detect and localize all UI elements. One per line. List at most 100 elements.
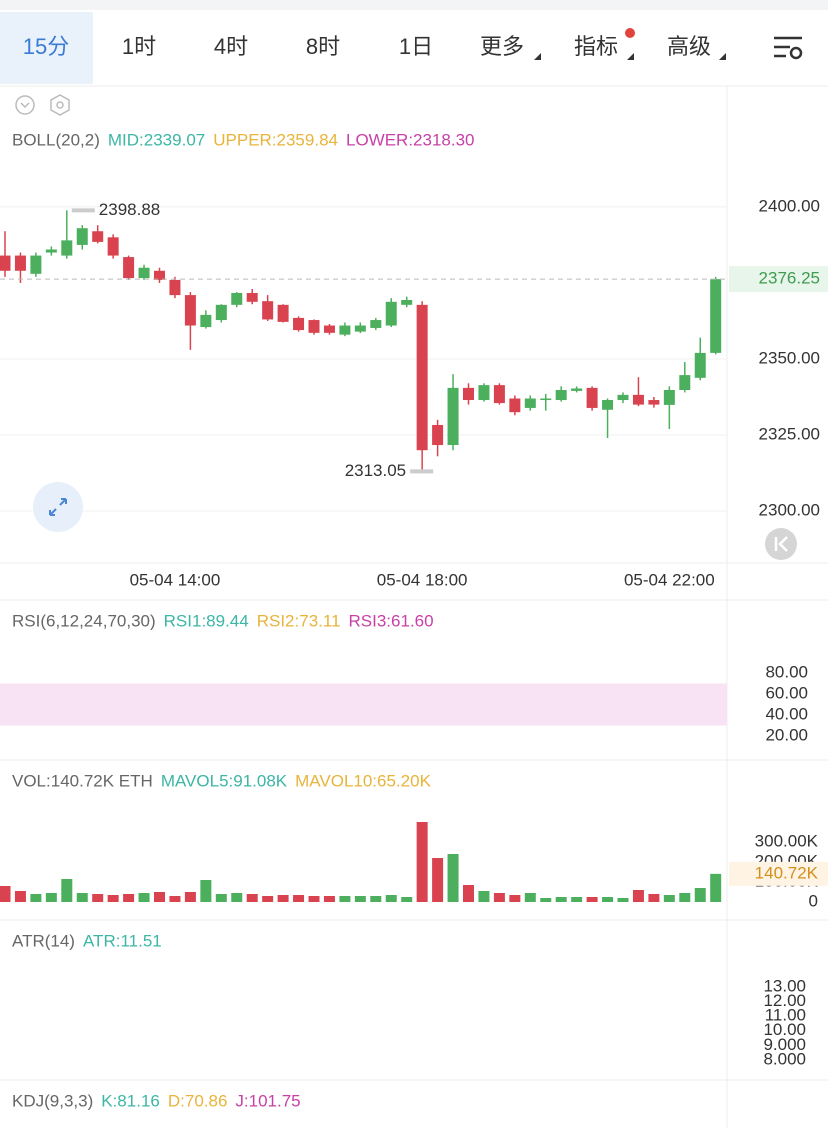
volume-bar (416, 822, 428, 902)
candle-body (663, 389, 675, 405)
volume-bar (76, 893, 88, 902)
tab[interactable]: 更多 (480, 34, 524, 59)
volume-bar (385, 895, 397, 902)
settings-hex-icon[interactable] (50, 94, 70, 116)
legend-entry: D:70.86 (168, 1091, 228, 1110)
volume-bar (679, 893, 691, 902)
high-label: 2398.88 (99, 200, 160, 219)
volume-bar (308, 896, 320, 902)
status-strip (0, 0, 828, 10)
dropdown-caret (719, 53, 726, 60)
legend-entry: J:101.75 (235, 1091, 300, 1110)
back-arrow (774, 536, 788, 552)
volume-bar (14, 891, 26, 902)
expand-button[interactable] (33, 482, 83, 532)
tab[interactable]: 1时 (122, 34, 156, 59)
candle-body (14, 255, 26, 271)
candle-body (632, 394, 644, 405)
volume-bar (354, 896, 366, 902)
volume-bar (169, 896, 181, 902)
volume-bar (154, 892, 165, 902)
candle-body (45, 249, 57, 253)
legend-entry: ATR:11.51 (83, 931, 162, 950)
indicator-label: KDJ(9,3,3) (12, 1091, 93, 1110)
last-volume-label: 140.72K (755, 863, 819, 882)
legend-entry: K:81.16 (101, 1091, 160, 1110)
volume-bar (493, 893, 505, 902)
tab[interactable]: 1日 (399, 34, 433, 59)
candle-body (231, 292, 243, 305)
candle-body (617, 394, 629, 401)
active-tab-bg (0, 12, 93, 84)
y-tick-label: 11.00 (765, 1006, 806, 1025)
candle-body (30, 255, 42, 274)
candle-body (524, 398, 536, 408)
settings-icon[interactable] (774, 36, 803, 60)
candle-body (571, 388, 583, 391)
volume-bar (602, 897, 614, 902)
volume-bar (123, 894, 135, 902)
candle-body (354, 325, 366, 332)
tab[interactable]: 15分 (23, 34, 69, 59)
legend-entry: MAVOL5:91.08K (161, 771, 288, 790)
tab[interactable]: 高级 (667, 34, 711, 59)
candle-body (370, 320, 382, 328)
low-label: 2313.05 (345, 461, 406, 480)
collapse-icon[interactable] (15, 95, 35, 115)
candle-body (509, 398, 521, 413)
volume-bar (540, 898, 552, 902)
volume-bar (694, 888, 706, 902)
candle-body (493, 385, 505, 404)
dropdown-caret (534, 53, 541, 60)
y-tick-label: 8.000 (763, 1049, 806, 1068)
volume-bar (586, 897, 598, 902)
candle-body (648, 400, 660, 405)
candle-body (215, 304, 227, 321)
y-tick-label: 20.00 (765, 725, 808, 744)
tab[interactable]: 指标 (574, 34, 618, 59)
y-tick-label: 40.00 (765, 704, 808, 723)
volume-bar (555, 897, 567, 902)
candle-body (92, 231, 104, 242)
volume-bar (401, 897, 413, 902)
legend-entry: UPPER:2359.84 (213, 130, 338, 149)
y-tick-label: 10.00 (763, 1020, 806, 1039)
candle-body (679, 375, 691, 390)
indicator-label: VOL:140.72K ETH (12, 771, 153, 790)
last-volume-box (729, 861, 828, 886)
volume-bar (370, 896, 382, 902)
candle-body (246, 292, 258, 302)
volume-bar (617, 898, 629, 902)
y-tick-label: 60.00 (765, 683, 808, 702)
candle-body (602, 400, 614, 410)
volume-bar (215, 894, 227, 902)
candle-body (0, 255, 11, 271)
candle-body (339, 325, 351, 335)
legend-entry: MID:2339.07 (108, 130, 205, 149)
candle-body (107, 237, 119, 256)
candle-body (463, 387, 474, 401)
expand-arrows (49, 498, 67, 516)
candle-body (416, 304, 428, 451)
candle-body (323, 325, 335, 333)
volume-bar (61, 879, 73, 902)
volume-bar (200, 880, 212, 902)
volume-bar (231, 893, 243, 902)
y-tick-label: 12.00 (763, 991, 806, 1010)
volume-bar (0, 886, 11, 902)
candle-body (308, 320, 320, 333)
candle-body (262, 301, 274, 320)
volume-bar (432, 858, 444, 902)
candle-body (293, 317, 305, 331)
candle-body (123, 257, 135, 279)
candle-body (200, 314, 212, 328)
volume-bar (571, 897, 583, 902)
volume-bar (447, 854, 459, 902)
volume-bar (92, 894, 104, 902)
tab[interactable]: 8时 (306, 34, 340, 59)
candle-body (76, 228, 88, 245)
notify-dot (625, 28, 635, 38)
tab[interactable]: 4时 (214, 34, 248, 59)
candle-body (586, 387, 598, 408)
